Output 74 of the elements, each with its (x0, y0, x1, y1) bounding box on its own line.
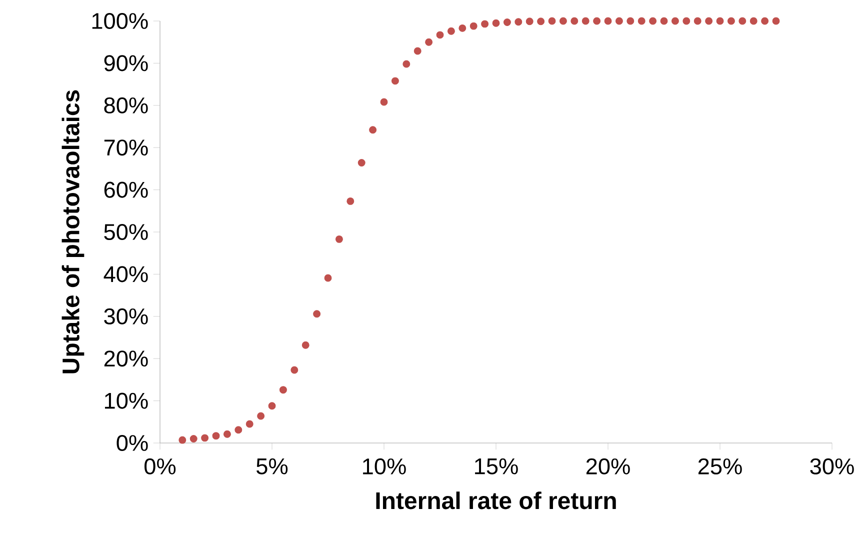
point (761, 17, 769, 25)
x-tick-label: 5% (256, 458, 288, 474)
point (604, 17, 612, 25)
point (223, 430, 231, 438)
point (290, 366, 298, 374)
point (537, 18, 545, 26)
point (671, 17, 679, 25)
point (705, 17, 713, 25)
point (548, 17, 556, 25)
point (178, 436, 186, 444)
point (335, 235, 343, 243)
point (514, 18, 522, 26)
point (481, 20, 489, 28)
point (750, 17, 758, 25)
point (414, 47, 422, 55)
y-axis-title: Uptake of photovaoltaics (62, 90, 84, 374)
y-tick-label: 20% (104, 350, 148, 367)
x-tick-label: 10% (363, 458, 406, 474)
point (772, 17, 780, 25)
point (727, 17, 735, 25)
point (201, 434, 209, 442)
x-axis-title: Internal rate of return (376, 492, 616, 510)
point (324, 274, 332, 282)
point (492, 19, 500, 27)
point (470, 22, 478, 30)
point (257, 412, 265, 420)
point (346, 197, 354, 205)
point (402, 60, 410, 68)
point (716, 17, 724, 25)
point (694, 17, 702, 25)
y-tick-label: 80% (104, 97, 148, 114)
point (503, 18, 511, 26)
point (447, 27, 455, 35)
y-tick-label: 100% (92, 12, 148, 30)
point (380, 98, 388, 106)
point (649, 17, 657, 25)
point (570, 17, 578, 25)
point (638, 17, 646, 25)
x-tick-label: 30% (810, 458, 854, 474)
y-tick-label: 90% (104, 55, 148, 72)
x-tick-label: 0% (144, 458, 176, 474)
point (738, 17, 746, 25)
point (626, 17, 634, 25)
point (190, 435, 198, 443)
y-tick-label: 60% (104, 182, 148, 198)
point (268, 402, 276, 410)
y-tick-label: 10% (104, 392, 148, 409)
point (458, 24, 466, 32)
y-tick-label: 70% (104, 140, 148, 156)
y-tick-label: 0% (116, 434, 148, 452)
point (660, 17, 668, 25)
point (425, 38, 433, 46)
point (436, 31, 444, 39)
point (358, 159, 366, 167)
point (615, 17, 623, 25)
x-tick-label: 15% (475, 458, 518, 474)
point (279, 386, 287, 394)
point (212, 432, 220, 440)
y-tick-label: 50% (104, 224, 148, 240)
y-tick-label: 40% (104, 266, 148, 282)
point (593, 17, 601, 25)
point (391, 77, 399, 85)
point (526, 18, 534, 26)
x-tick-label: 25% (698, 458, 742, 474)
point (582, 17, 590, 25)
point (559, 17, 567, 25)
point (302, 341, 310, 349)
point (369, 126, 377, 134)
point (682, 17, 690, 25)
point (234, 426, 242, 434)
point (313, 310, 321, 318)
point (246, 420, 254, 428)
y-tick-label: 30% (104, 308, 148, 324)
x-tick-label: 20% (586, 458, 630, 474)
